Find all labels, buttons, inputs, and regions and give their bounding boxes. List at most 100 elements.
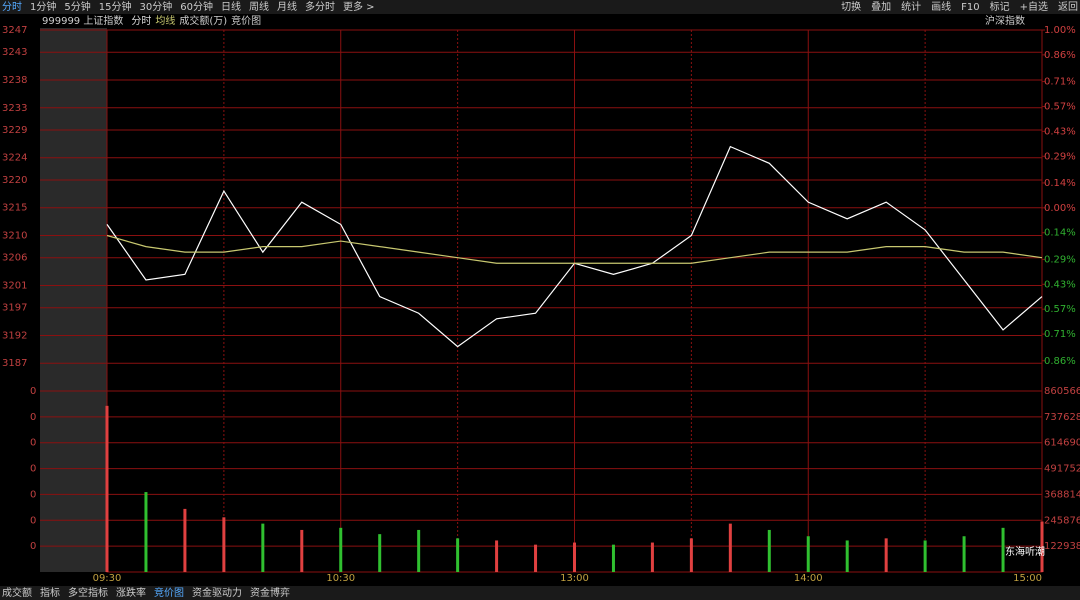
volume-bar (767, 529, 771, 572)
toolbar-button[interactable]: 画线 (931, 0, 951, 13)
toolbar-bg (0, 0, 1080, 14)
legend-item: 分时 (131, 15, 151, 27)
y-tick-label: 737628 (1044, 412, 1080, 423)
toolbar-button[interactable]: F10 (961, 2, 979, 13)
volume-bar (845, 540, 849, 572)
y-tick-label: 3197 (2, 303, 27, 314)
y2-tick-label: 0.14% (1044, 228, 1076, 239)
index-selector[interactable]: 沪深指数 (985, 14, 1025, 27)
y-tick-label: 3229 (2, 125, 27, 136)
x-tick-label: 09:30 (93, 573, 122, 584)
toolbar-tab[interactable]: 15分钟 (99, 0, 132, 13)
y-tick-label: 3187 (2, 358, 27, 369)
y-tick-label: 3247 (2, 25, 27, 36)
toolbar-tab[interactable]: 5分钟 (64, 0, 90, 13)
y2-tick-label: 0.71% (1044, 329, 1076, 340)
y-tick-label: 368814 (1044, 489, 1080, 500)
y-tick-label: 3233 (2, 103, 27, 114)
bottom-tab[interactable]: 指标 (40, 586, 60, 599)
y2-tick-label: 0.43% (1044, 126, 1076, 137)
price-line (106, 234, 1043, 264)
toolbar-tab[interactable]: 周线 (249, 0, 269, 13)
left-volume-label: 0 (30, 541, 36, 552)
toolbar-button[interactable]: 切换 (841, 0, 861, 13)
toolbar-button[interactable]: 返回 (1058, 1, 1078, 13)
toolbar-tab[interactable]: 更多 > (343, 0, 375, 13)
y2-tick-label: 0.86% (1044, 50, 1076, 61)
toolbar-tab[interactable]: 1分钟 (30, 0, 56, 13)
left-volume-label: 0 (30, 438, 36, 449)
y-tick-label: 3210 (2, 230, 27, 241)
y2-tick-label: 0.29% (1044, 254, 1076, 265)
toolbar-button[interactable]: 标记 (990, 1, 1010, 13)
toolbar-tab[interactable]: 分时 (2, 1, 22, 13)
y2-tick-label: 1.00% (1044, 25, 1076, 36)
toolbar-tab[interactable]: 日线 (221, 0, 241, 13)
toolbar-tab[interactable]: 多分时 (305, 0, 335, 13)
volume-bar (806, 536, 810, 572)
x-tick-label: 15:00 (1013, 573, 1042, 584)
volume-bar (884, 538, 888, 572)
volume-bar (300, 529, 304, 572)
x-tick-label: 10:30 (326, 573, 355, 584)
volume-bar (1040, 521, 1044, 572)
x-tick-label: 14:00 (794, 573, 823, 584)
y-tick-label: 245876 (1044, 515, 1080, 526)
toolbar-button[interactable]: 叠加 (871, 1, 891, 13)
bottom-tab[interactable]: 资金驱动力 (192, 586, 242, 599)
y2-tick-label: 0.57% (1044, 304, 1076, 315)
left-volume-label: 0 (30, 489, 36, 500)
volume-bar (534, 544, 538, 572)
toolbar-tab[interactable]: 60分钟 (180, 0, 213, 13)
toolbar-tab[interactable]: 30分钟 (139, 0, 172, 13)
left-volume-label: 0 (30, 464, 36, 475)
volume-bar (105, 405, 109, 572)
y-tick-label: 860566 (1044, 386, 1080, 397)
y2-tick-label: 0.86% (1044, 356, 1076, 367)
y2-tick-label: 0.57% (1044, 101, 1076, 112)
volume-bar (222, 517, 226, 572)
bottom-tab[interactable]: 多空指标 (68, 586, 108, 599)
volume-bar (573, 542, 576, 572)
volume-bar (456, 538, 460, 572)
volume-bar (417, 529, 421, 572)
y2-tick-label: 0.43% (1044, 279, 1076, 290)
y-tick-label: 3220 (2, 175, 27, 186)
bottom-tab[interactable]: 竞价图 (154, 586, 184, 599)
volume-bar (611, 544, 615, 572)
left-volume-label: 0 (30, 412, 36, 423)
watermark: 东海听潮 (1005, 545, 1045, 558)
y-tick-label: 3224 (2, 153, 27, 164)
volume-bar (650, 542, 654, 572)
y-tick-label: 491752 (1044, 464, 1080, 475)
volume-bar (1001, 527, 1005, 572)
volume-bar (144, 492, 148, 572)
bottom-tab[interactable]: 资金博弈 (250, 586, 290, 599)
pre-market-area (40, 28, 107, 572)
volume-bar (495, 540, 499, 572)
y-tick-label: 3192 (2, 330, 27, 341)
legend-item: 竞价图 (231, 14, 261, 27)
x-tick-label: 13:00 (560, 573, 589, 584)
legend-item: 成交额(万) (179, 14, 227, 27)
y-tick-label: 614690 (1044, 438, 1080, 449)
left-volume-label: 0 (30, 386, 36, 397)
volume-bar (183, 508, 187, 572)
volume-bar (923, 540, 927, 572)
y2-tick-label: 0.14% (1044, 178, 1076, 189)
bottom-tab[interactable]: 涨跌率 (116, 586, 146, 599)
bottom-tab[interactable]: 成交额 (2, 586, 32, 599)
y-tick-label: 122938 (1044, 541, 1080, 552)
toolbar-button[interactable]: 统计 (901, 0, 921, 13)
tab-bg (0, 586, 1080, 600)
y2-tick-label: 0.00% (1044, 203, 1076, 214)
volume-bar (728, 523, 732, 572)
toolbar-tab[interactable]: 月线 (277, 0, 297, 13)
toolbar-button[interactable]: +自选 (1020, 0, 1048, 13)
y-tick-label: 3215 (2, 203, 27, 214)
volume-bar (261, 523, 265, 572)
y-tick-label: 3243 (2, 47, 27, 58)
